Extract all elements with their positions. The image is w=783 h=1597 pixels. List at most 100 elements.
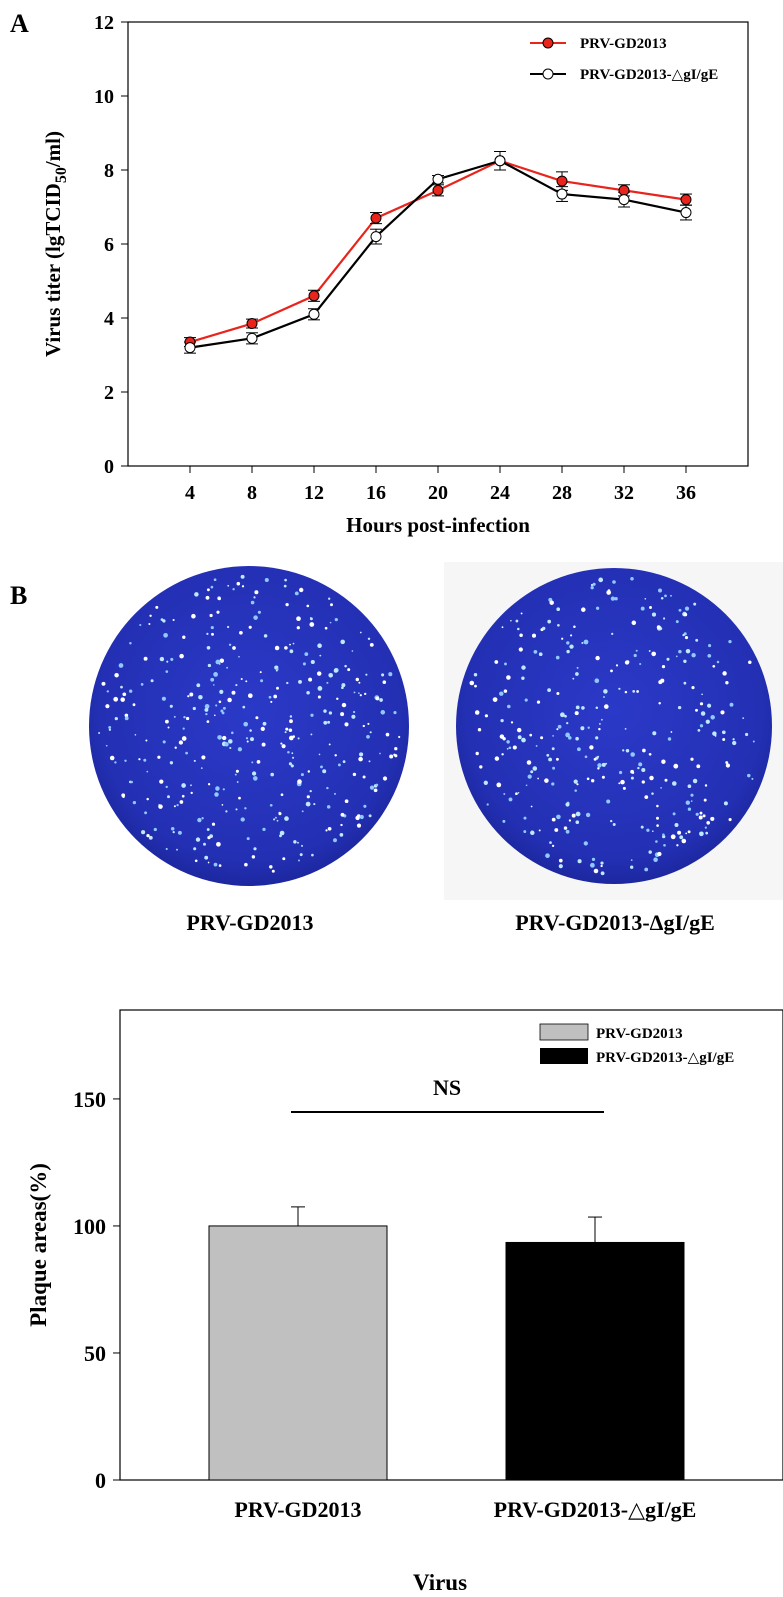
plaque-dot (575, 820, 580, 824)
plaque-dot (327, 720, 331, 724)
plaque-dot (574, 711, 579, 716)
plaque-dot (161, 696, 166, 701)
plaque-dot (611, 632, 614, 636)
plaque-dot (556, 728, 559, 731)
plaque-dot (229, 746, 232, 750)
plaque-dot (205, 712, 208, 716)
plaque-dot (590, 586, 594, 590)
plaque-dot (134, 734, 137, 736)
plaque-dot (530, 805, 533, 808)
plaque-dot (630, 776, 634, 780)
y-tick-label: 10 (94, 86, 114, 108)
plaque-dot (518, 647, 523, 652)
plaque-dot (632, 690, 636, 693)
plaque-dot (289, 649, 294, 654)
plaque-dot (306, 690, 310, 695)
plaque-dot (530, 830, 535, 836)
plaque-dot (558, 864, 563, 869)
plaque-dot (503, 793, 506, 795)
plaque-dot (599, 723, 601, 725)
plaque-dot (356, 823, 362, 828)
plaque-dot (725, 681, 729, 685)
plaque-dot (640, 606, 645, 611)
plaque-dot (641, 767, 646, 773)
plaque-dot (157, 755, 161, 759)
y-tick-label: 8 (104, 160, 114, 182)
plaque-dot (691, 686, 695, 690)
plaque-dot (317, 686, 323, 691)
plaque-dot (333, 838, 337, 843)
plaque-dot (716, 660, 720, 664)
plaque-dot (581, 706, 585, 710)
plaque-dot (169, 761, 174, 765)
plaque-dot (393, 753, 396, 757)
plaque-dot (347, 668, 351, 672)
y-tick-label: 150 (73, 1087, 106, 1112)
plaque-dot (697, 729, 701, 732)
plaque-dot (595, 606, 600, 610)
plaque-dot (589, 745, 594, 750)
plaque-dot (587, 726, 590, 729)
plaque-dot (120, 697, 125, 702)
plaque-dot (148, 622, 151, 626)
plaque-dot (326, 681, 329, 684)
plaque-dot (687, 830, 691, 834)
plaque-dot (276, 668, 279, 671)
plaque-dot (227, 697, 232, 703)
y-tick-label: 12 (94, 12, 114, 34)
plaque-dot (329, 621, 332, 624)
plaque-dot (299, 587, 304, 593)
plaque-dot (109, 755, 115, 761)
plaque-dot (130, 780, 133, 784)
plaque-dot (148, 835, 153, 840)
plaque-dot (700, 711, 706, 716)
plaque-dot (317, 695, 321, 699)
plaque-dot (745, 732, 749, 737)
plaque-dot (565, 802, 570, 807)
plaque-dot (570, 634, 573, 637)
plaque-dot (185, 716, 190, 721)
plaque-dot (284, 816, 289, 821)
plaque-dot (572, 677, 575, 680)
plaque-dot (220, 709, 224, 713)
plaque-dot (600, 864, 603, 868)
plaque-dot (194, 592, 199, 597)
plaque-dot (595, 736, 599, 740)
plaque-dot (630, 752, 635, 757)
plaque-dot (365, 673, 368, 676)
plaque-dot (695, 638, 699, 642)
plaque-dot (215, 786, 220, 791)
plaque-dot (601, 762, 606, 767)
plaque-dot (637, 766, 640, 770)
plaque-dot (245, 737, 249, 740)
plaque-dot (631, 771, 635, 775)
x-tick-label: 8 (247, 482, 257, 504)
plaque-dot (551, 817, 556, 822)
legend-marker-prv-gd2013 (542, 37, 554, 49)
plaque-dot (249, 729, 252, 732)
plaque-dot (143, 656, 148, 661)
plaque-dot (479, 765, 483, 769)
plaque-dot (285, 727, 289, 731)
plaque-dot (270, 772, 275, 777)
plaque-dot (580, 726, 585, 731)
plaque-dot (328, 711, 333, 715)
plaque-label-left: PRV-GD2013 (186, 910, 314, 935)
plaque-dot (358, 681, 361, 684)
line-chart-x-axis-label: Hours post-infection (346, 513, 530, 537)
plaque-dot (351, 714, 356, 719)
plaque-dot (185, 751, 188, 755)
plaque-dot (108, 728, 112, 731)
plaque-dot (294, 591, 299, 596)
plaque-dot (214, 792, 219, 797)
plaque-dot (576, 666, 579, 669)
plaque-dot (325, 829, 328, 832)
plaque-dot (129, 689, 133, 693)
plaque-dot (583, 639, 589, 645)
plaque-dot (240, 817, 245, 822)
plaque-dot (636, 690, 639, 693)
plaque-dot (219, 689, 224, 694)
plaque-dot (242, 705, 246, 709)
x-tick-label: 28 (552, 482, 572, 504)
plaque-dot (143, 758, 147, 762)
